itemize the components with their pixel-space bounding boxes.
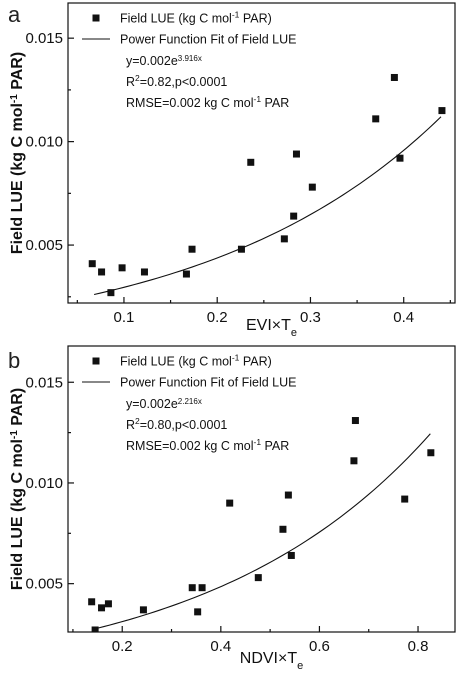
data-point [280,235,288,243]
plot-frame [67,2,456,304]
data-point [369,338,376,345]
x-tick-label: 0.8 [408,638,429,655]
data-point [401,495,409,503]
x-tick-label: 0.4 [393,309,414,326]
y-axis-title: Field LUE (kg C mol-1 PAR) [9,52,27,254]
data-point [91,626,99,632]
fit-curve [93,116,442,296]
data-point [194,608,202,616]
data-point [118,264,126,272]
fit-curve [92,433,431,630]
data-point [390,73,398,81]
y-tick-label: 0.010 [25,134,63,151]
data-point [98,604,106,612]
data-point [396,154,404,162]
panel-letter: b [8,348,20,373]
data-point [226,499,234,507]
data-point [198,584,206,592]
data-point [308,183,316,191]
data-point [427,449,435,457]
legend-marker-square [92,14,100,22]
data-point [254,574,262,582]
data-point [104,600,112,608]
data-point [438,107,446,115]
rmse: RMSE=0.002 kg C mol-1 PAR [126,437,289,453]
data-point [88,260,96,268]
x-tick-label: 0.3 [300,309,321,326]
x-tick-label: 0.2 [112,638,133,655]
y-tick-label: 0.005 [25,576,63,593]
data-point [351,417,359,425]
data-point [107,289,115,297]
data-point [287,551,295,559]
x-tick-label: 0.6 [309,638,330,655]
data-point [88,598,96,606]
data-point [188,584,196,592]
legend-label-points: Field LUE (kg C mol-1 PAR) [120,353,272,369]
x-tick-label: 0.2 [207,309,228,326]
data-point [292,150,300,158]
data-point [284,491,292,499]
y-tick-label: 0.010 [25,475,63,492]
data-point [237,245,245,253]
r-squared: R2=0.80,p<0.0001 [126,416,227,432]
panel-letter: a [8,2,21,27]
data-point [139,606,147,614]
y-tick-label: 0.015 [25,30,63,47]
data-point [279,525,287,533]
fit-equation: y=0.002e3.916x [126,54,202,69]
y-tick-label: 0.005 [25,237,63,254]
x-tick-label: 0.4 [210,638,231,655]
y-axis-title: Field LUE (kg C mol-1 PAR) [9,388,27,590]
chart-panel-a: a 0.1 0.2 0.3 0.4 0.005 0.010 0.015 Field LUE (k… [8,2,456,339]
fit-equation: y=0.002e2.216x [126,397,202,412]
y-tick-label: 0.015 [25,374,63,391]
data-point [182,270,190,278]
rmse: RMSE=0.002 kg C mol-1 PAR [126,94,289,110]
x-tick-label: 0.1 [114,309,135,326]
data-point [372,115,380,123]
data-point [140,268,148,276]
data-point [98,268,106,276]
plot-frame [67,345,456,633]
data-point [350,457,358,465]
legend-marker-square [92,357,100,365]
r-squared: R2=0.82,p<0.0001 [126,73,227,89]
legend-label-points: Field LUE (kg C mol-1 PAR) [120,10,272,26]
x-axis-title: NDVI×Te [240,650,303,672]
data-point [247,158,255,166]
legend-label-fit: Power Function Fit of Field LUE [120,376,296,390]
legend-label-fit: Power Function Fit of Field LUE [120,33,296,47]
x-axis-title: EVI×Te [246,317,297,339]
data-point [290,212,298,220]
data-point [188,245,196,253]
